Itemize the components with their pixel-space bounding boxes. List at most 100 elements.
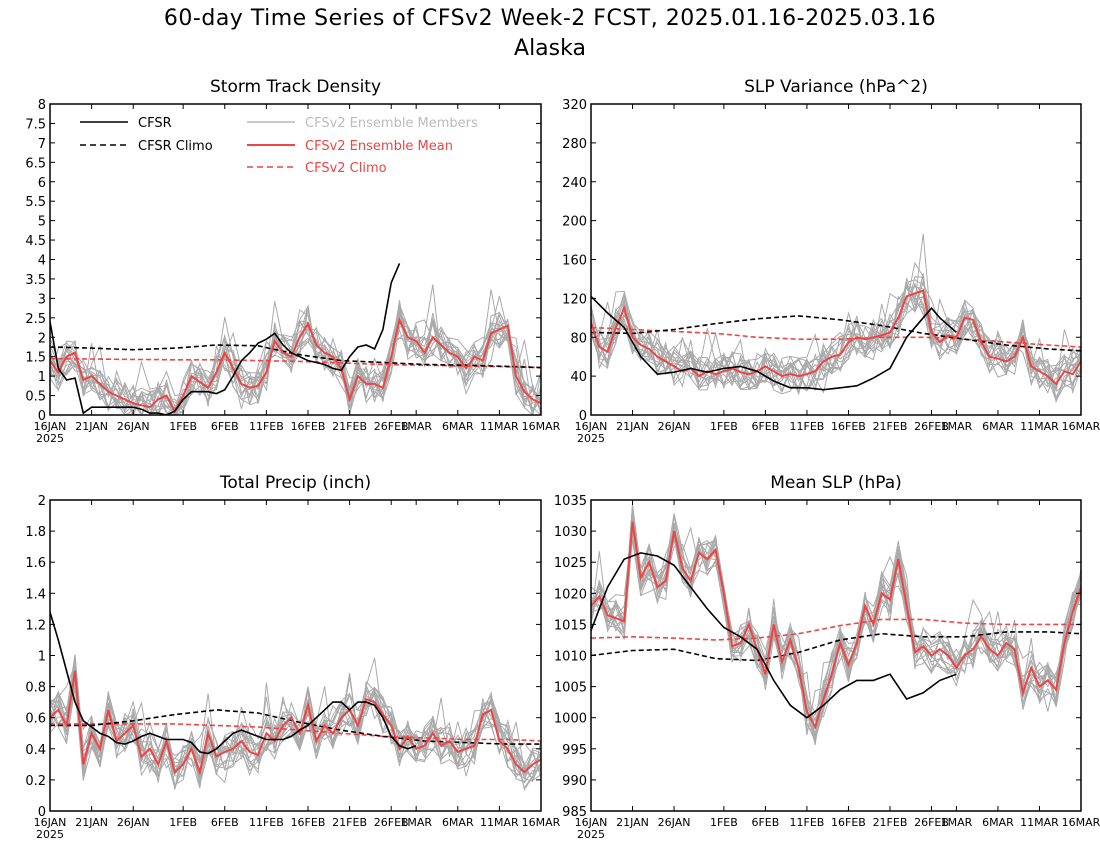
ensemble-member-line bbox=[591, 282, 1081, 395]
x-tick-label: 11MAR bbox=[1020, 816, 1059, 829]
y-tick-label: 1.5 bbox=[25, 351, 46, 366]
legend-ensemble-mean-label: CFSv2 Ensemble Mean bbox=[305, 139, 453, 154]
ensemble-member-line bbox=[591, 280, 1081, 403]
y-tick-label: 1.6 bbox=[25, 556, 46, 571]
x-tick-label: 26FEB bbox=[914, 816, 949, 829]
y-tick-label: 995 bbox=[562, 743, 587, 758]
y-tick-label: 120 bbox=[562, 292, 587, 307]
x-tick-label: 21FEB bbox=[332, 420, 367, 433]
x-tick-label: 16FEB bbox=[831, 420, 866, 433]
x-tick-label: 6MAR bbox=[442, 816, 474, 829]
ensemble-mean-line bbox=[591, 521, 1081, 730]
x-tick-label: 26FEB bbox=[374, 420, 409, 433]
y-tick-label: 1025 bbox=[554, 556, 587, 571]
chart-title: Storm Track Density bbox=[210, 77, 381, 97]
y-tick-label: 160 bbox=[562, 254, 587, 269]
x-tick-label: 11MAR bbox=[1020, 420, 1059, 433]
y-tick-label: 6 bbox=[38, 176, 46, 191]
ensemble-member-line bbox=[591, 282, 1081, 392]
ensemble-member-line bbox=[591, 524, 1081, 743]
y-tick-label: 0 bbox=[38, 409, 46, 424]
y-tick-label: 4 bbox=[38, 254, 46, 269]
ensemble-member-line bbox=[591, 286, 1081, 399]
chart-title: Mean SLP (hPa) bbox=[770, 473, 902, 493]
x-year-label: 2025 bbox=[577, 828, 605, 841]
cfsr-line bbox=[591, 552, 957, 719]
y-tick-label: 80 bbox=[570, 331, 587, 346]
y-tick-label: 1.4 bbox=[25, 587, 46, 602]
x-tick-label: 26JAN bbox=[117, 420, 150, 433]
x-year-label: 2025 bbox=[36, 432, 64, 445]
x-tick-label: 6FEB bbox=[211, 816, 239, 829]
y-tick-label: 1 bbox=[38, 650, 46, 665]
y-tick-label: 1005 bbox=[554, 681, 587, 696]
x-tick-label: 1FEB bbox=[710, 816, 738, 829]
x-tick-label: 1FEB bbox=[710, 420, 738, 433]
chart-title: Total Precip (inch) bbox=[219, 473, 371, 493]
y-tick-label: 1.2 bbox=[25, 618, 46, 633]
y-tick-label: 6.5 bbox=[25, 156, 46, 171]
cfsr-climo-line bbox=[50, 344, 541, 369]
ensemble-member-line bbox=[591, 509, 1081, 714]
y-tick-label: 990 bbox=[562, 774, 587, 789]
y-tick-label: 0.8 bbox=[25, 681, 46, 696]
ensemble-members bbox=[591, 233, 1081, 404]
ensemble-member-line bbox=[591, 522, 1081, 735]
x-tick-label: 11FEB bbox=[790, 816, 825, 829]
y-tick-label: 2 bbox=[38, 331, 46, 346]
x-tick-label: 26JAN bbox=[117, 816, 150, 829]
x-tick-label: 21FEB bbox=[873, 420, 908, 433]
ensemble-member-line bbox=[591, 523, 1081, 729]
cfsr-climo-line bbox=[50, 709, 541, 745]
x-tick-label: 26FEB bbox=[914, 420, 949, 433]
chart-panel-storm-track: Storm Track Density 0 0.5 1 1.5 2 2.5 3 3.5 4 4.5 5… bbox=[25, 77, 560, 445]
x-tick-label: 21FEB bbox=[332, 816, 367, 829]
x-year-label: 2025 bbox=[577, 432, 605, 445]
x-tick-label: 6FEB bbox=[211, 420, 239, 433]
x-tick-label: 6FEB bbox=[751, 420, 779, 433]
ensemble-member-line bbox=[591, 514, 1081, 742]
ensemble-member-line bbox=[591, 520, 1081, 721]
ensemble-member-line bbox=[591, 515, 1081, 730]
x-tick-label: 11MAR bbox=[480, 420, 519, 433]
cfsv2-climo-line bbox=[591, 326, 1081, 348]
y-tick-label: 7 bbox=[38, 137, 46, 152]
y-tick-label: 1030 bbox=[554, 525, 587, 540]
y-tick-label: 0 bbox=[38, 805, 46, 820]
y-tick-label: 0 bbox=[579, 409, 587, 424]
x-tick-label: 6MAR bbox=[982, 816, 1014, 829]
y-tick-label: 0.4 bbox=[25, 743, 46, 758]
y-tick-label: 4.5 bbox=[25, 234, 46, 249]
x-tick-label: 16JAN bbox=[575, 816, 608, 829]
y-tick-label: 0.5 bbox=[25, 390, 46, 405]
x-tick-label: 16JAN bbox=[34, 816, 67, 829]
x-tick-label: 21FEB bbox=[873, 816, 908, 829]
ensemble-member-line bbox=[50, 672, 541, 791]
ensemble-member-line bbox=[591, 294, 1081, 388]
chart-panel-slp-variance: SLP Variance (hPa^2) 0 40 80 120 160 200 240 280… bbox=[562, 77, 1100, 445]
x-tick-label: 16MAR bbox=[1062, 420, 1100, 433]
chart-panel-total-precip: Total Precip (inch) 0 0.2 0.4 0.6 0.8 1 1.2 1.4 1… bbox=[25, 473, 560, 841]
y-tick-label: 8 bbox=[38, 98, 46, 113]
cfsr-line bbox=[50, 611, 417, 755]
ensemble-member-line bbox=[591, 504, 1081, 723]
y-tick-label: 320 bbox=[562, 98, 587, 113]
y-tick-label: 0.6 bbox=[25, 712, 46, 727]
ensemble-mean-line bbox=[50, 670, 541, 776]
ensemble-mean-line bbox=[50, 316, 541, 414]
y-tick-label: 3.5 bbox=[25, 273, 46, 288]
x-tick-label: 21JAN bbox=[75, 816, 108, 829]
ensemble-member-line bbox=[591, 513, 1081, 716]
y-tick-label: 1035 bbox=[554, 494, 587, 509]
x-tick-label: 1MAR bbox=[400, 420, 432, 433]
y-tick-label: 1000 bbox=[554, 712, 587, 727]
y-tick-label: 5.5 bbox=[25, 195, 46, 210]
x-tick-label: 16FEB bbox=[291, 816, 326, 829]
ensemble-member-line bbox=[50, 304, 541, 415]
x-tick-label: 16FEB bbox=[831, 816, 866, 829]
x-tick-label: 16MAR bbox=[522, 816, 561, 829]
y-tick-label: 985 bbox=[562, 805, 587, 820]
x-tick-label: 6MAR bbox=[442, 420, 474, 433]
legend-ensemble-members-label: CFSv2 Ensemble Members bbox=[305, 116, 478, 131]
